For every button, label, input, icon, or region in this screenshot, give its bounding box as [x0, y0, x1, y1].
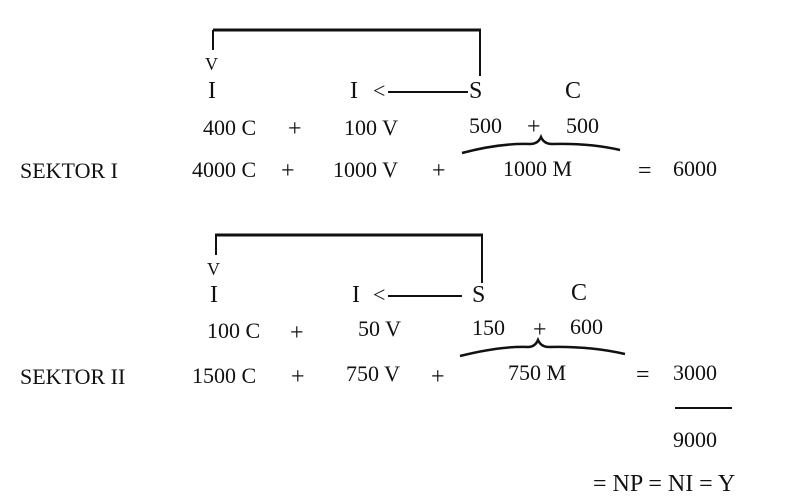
main-v: 1000 V: [333, 157, 398, 182]
sub-plus-1: +: [290, 320, 304, 346]
label-s: S: [469, 78, 482, 104]
arrow-left-icon: <: [373, 282, 385, 307]
label-c: C: [565, 78, 581, 104]
label-s: S: [472, 282, 485, 308]
sector-1: V I I < S C 400 C + 100 V 500 + 500 SEKT…: [20, 28, 717, 184]
main-plus-2: +: [431, 364, 445, 390]
sub-c: 100 C: [207, 318, 260, 343]
label-i-mid: I: [352, 282, 360, 308]
main-total: 3000: [673, 360, 717, 385]
sub-plus-2: +: [533, 317, 547, 343]
sum-identity: = NP = NI = Y: [593, 471, 735, 497]
main-m: 1000 M: [503, 156, 572, 181]
sub-plus-2: +: [527, 114, 541, 140]
arrow-down-icon: V: [207, 259, 220, 279]
arrow-left-icon: <: [373, 78, 385, 103]
sub-c: 400 C: [203, 115, 256, 140]
main-plus-1: +: [281, 158, 295, 184]
label-c: C: [571, 280, 587, 306]
sub-s: 150: [472, 315, 505, 340]
main-m: 750 M: [508, 360, 566, 385]
main-total: 6000: [673, 156, 717, 181]
main-plus-1: +: [291, 364, 305, 390]
main-c: 4000 C: [192, 157, 256, 182]
sub-v: 100 V: [344, 115, 398, 140]
sub-plus-1: +: [288, 116, 302, 142]
main-plus-2: +: [432, 158, 446, 184]
brace-icon: [461, 133, 621, 155]
sum-total: 9000: [673, 427, 717, 452]
sub-v: 50 V: [358, 316, 401, 341]
sub-s: 500: [469, 113, 502, 138]
label-i-left: I: [210, 282, 218, 308]
sub-cc: 500: [566, 113, 599, 138]
label-i-mid: I: [350, 78, 358, 104]
label-i-left: I: [208, 78, 216, 104]
main-eq: =: [636, 362, 650, 388]
main-v: 750 V: [346, 361, 400, 386]
main-eq: =: [638, 158, 652, 184]
brace-icon: [459, 336, 626, 358]
main-c: 1500 C: [192, 363, 256, 388]
sector-label: SEKTOR II: [20, 364, 125, 389]
sector-label: SEKTOR I: [20, 158, 118, 183]
sum: 9000 = NP = NI = Y: [593, 407, 735, 497]
sub-cc: 600: [570, 314, 603, 339]
sector-2: V I I < S C 100 C + 50 V 150 + 600 SEKTO…: [20, 233, 717, 390]
arrow-down-icon: V: [205, 54, 218, 74]
